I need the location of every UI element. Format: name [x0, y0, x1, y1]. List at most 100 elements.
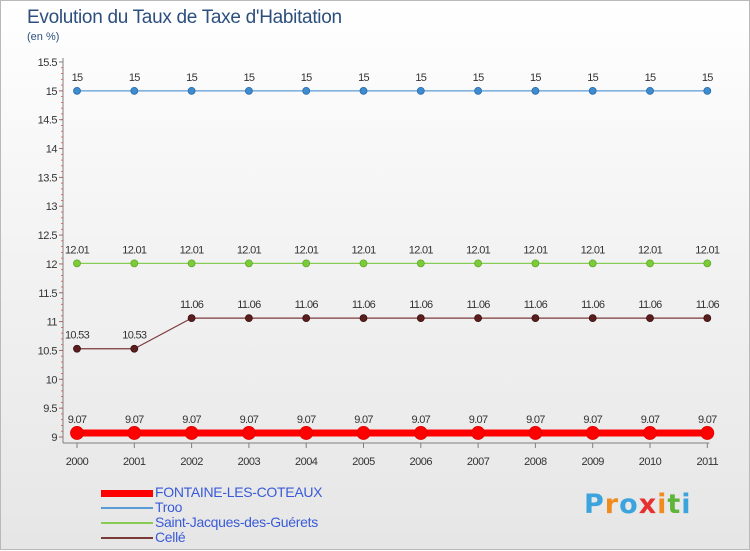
data-point — [299, 426, 314, 440]
legend-label: FONTAINE-LES-COTEAUX — [155, 484, 323, 500]
data-point — [130, 259, 139, 268]
x-tick-label: 2005 — [352, 456, 375, 468]
legend-swatch — [101, 489, 153, 497]
data-point — [416, 314, 425, 323]
data-label: 9.07 — [526, 414, 545, 426]
data-label: 15 — [645, 72, 656, 84]
data-point — [646, 259, 654, 268]
data-point — [359, 259, 368, 268]
data-point — [416, 86, 425, 95]
data-point — [359, 86, 368, 95]
data-label: 11.06 — [295, 299, 319, 311]
y-tick-label: 14.5 — [38, 115, 58, 127]
data-point — [646, 314, 654, 323]
data-label: 9.07 — [182, 414, 201, 426]
data-label: 9.07 — [240, 414, 259, 426]
data-point — [531, 314, 540, 323]
legend-swatch — [101, 537, 153, 539]
y-tick-label: 10.5 — [38, 345, 58, 357]
data-point — [700, 426, 715, 440]
data-point — [184, 426, 199, 440]
data-label: 15 — [72, 72, 83, 84]
data-point — [127, 426, 142, 440]
x-tick-label: 2004 — [295, 456, 318, 468]
data-label: 12.01 — [466, 244, 491, 256]
data-point — [643, 426, 657, 440]
data-point — [585, 426, 600, 440]
data-point — [588, 86, 597, 95]
y-tick-label: 11 — [47, 317, 58, 329]
x-tick-label: 2008 — [524, 456, 547, 468]
data-label: 10.53 — [122, 330, 147, 342]
data-point — [130, 344, 139, 353]
chart-title: Evolution du Taux de Taxe d'Habitation — [27, 7, 342, 28]
y-tick-label: 12 — [46, 259, 58, 271]
legend-label: Saint-Jacques-des-Guérets — [155, 514, 318, 530]
data-label: 15 — [358, 72, 369, 84]
legend-swatch — [101, 522, 153, 524]
data-label: 9.07 — [411, 414, 430, 426]
series-layer — [70, 86, 715, 440]
logo-letter: t — [667, 489, 682, 520]
data-point — [70, 426, 84, 440]
data-label: 15 — [243, 72, 254, 84]
data-point — [703, 86, 712, 95]
data-point — [302, 86, 311, 95]
data-point — [588, 259, 597, 268]
data-point — [356, 426, 371, 440]
logo-letter: x — [638, 489, 658, 520]
data-label: 12.01 — [122, 244, 147, 256]
data-point — [474, 259, 483, 268]
data-point — [187, 86, 196, 95]
x-tick-label: 2001 — [123, 456, 146, 468]
data-point — [73, 86, 81, 95]
y-tick-label: 13.5 — [38, 172, 58, 184]
data-label: 15 — [129, 72, 140, 84]
data-point — [646, 86, 654, 95]
data-label: 12.01 — [294, 244, 319, 256]
x-tick-label: 2006 — [410, 456, 433, 468]
data-label: 9.07 — [641, 414, 660, 426]
data-label: 15 — [186, 72, 197, 84]
y-tick-label: 9 — [51, 432, 57, 444]
data-label: 12.01 — [581, 244, 606, 256]
data-label: 9.07 — [68, 414, 87, 426]
x-tick-label: 2011 — [696, 456, 718, 468]
y-tick-label: 15.5 — [38, 57, 58, 69]
data-label: 9.07 — [354, 414, 373, 426]
data-label: 11.06 — [180, 299, 204, 311]
data-point — [244, 314, 253, 323]
data-point — [474, 314, 483, 323]
data-label: 12.01 — [695, 244, 720, 256]
data-label: 15 — [473, 72, 484, 84]
data-label: 12.01 — [237, 244, 262, 256]
data-label: 11.06 — [466, 299, 490, 311]
data-point — [244, 259, 253, 268]
data-label: 11.06 — [581, 299, 605, 311]
data-label: 9.07 — [469, 414, 488, 426]
data-label: 15 — [702, 72, 713, 84]
data-point — [73, 344, 81, 353]
logo-letter: i — [681, 489, 692, 520]
y-tick-label: 13 — [46, 201, 58, 213]
proxiti-logo: Proxiti — [584, 489, 692, 520]
y-tick-label: 9.5 — [43, 403, 57, 415]
axes: 9 9.5 10 10.5 11 11.5 12 12.5 13 13.5 14 14.5 15 15.5… — [38, 57, 719, 468]
data-point — [413, 426, 428, 440]
data-point — [302, 259, 311, 268]
series-line-4 — [77, 317, 708, 350]
x-tick-label: 2007 — [467, 456, 490, 468]
data-label: 11.06 — [524, 299, 548, 311]
data-label: 15 — [530, 72, 541, 84]
logo-letter: i — [657, 489, 668, 520]
x-tick-label: 2009 — [581, 456, 604, 468]
x-tick-label: 2002 — [180, 456, 203, 468]
logo-letter: P — [584, 489, 605, 520]
data-label: 9.07 — [125, 414, 144, 426]
data-label: 9.07 — [583, 414, 602, 426]
data-label: 12.01 — [180, 244, 205, 256]
logo-letter: r — [604, 489, 620, 520]
chart-unit-label: (en %) — [27, 31, 60, 43]
data-label: 10.53 — [65, 330, 90, 342]
